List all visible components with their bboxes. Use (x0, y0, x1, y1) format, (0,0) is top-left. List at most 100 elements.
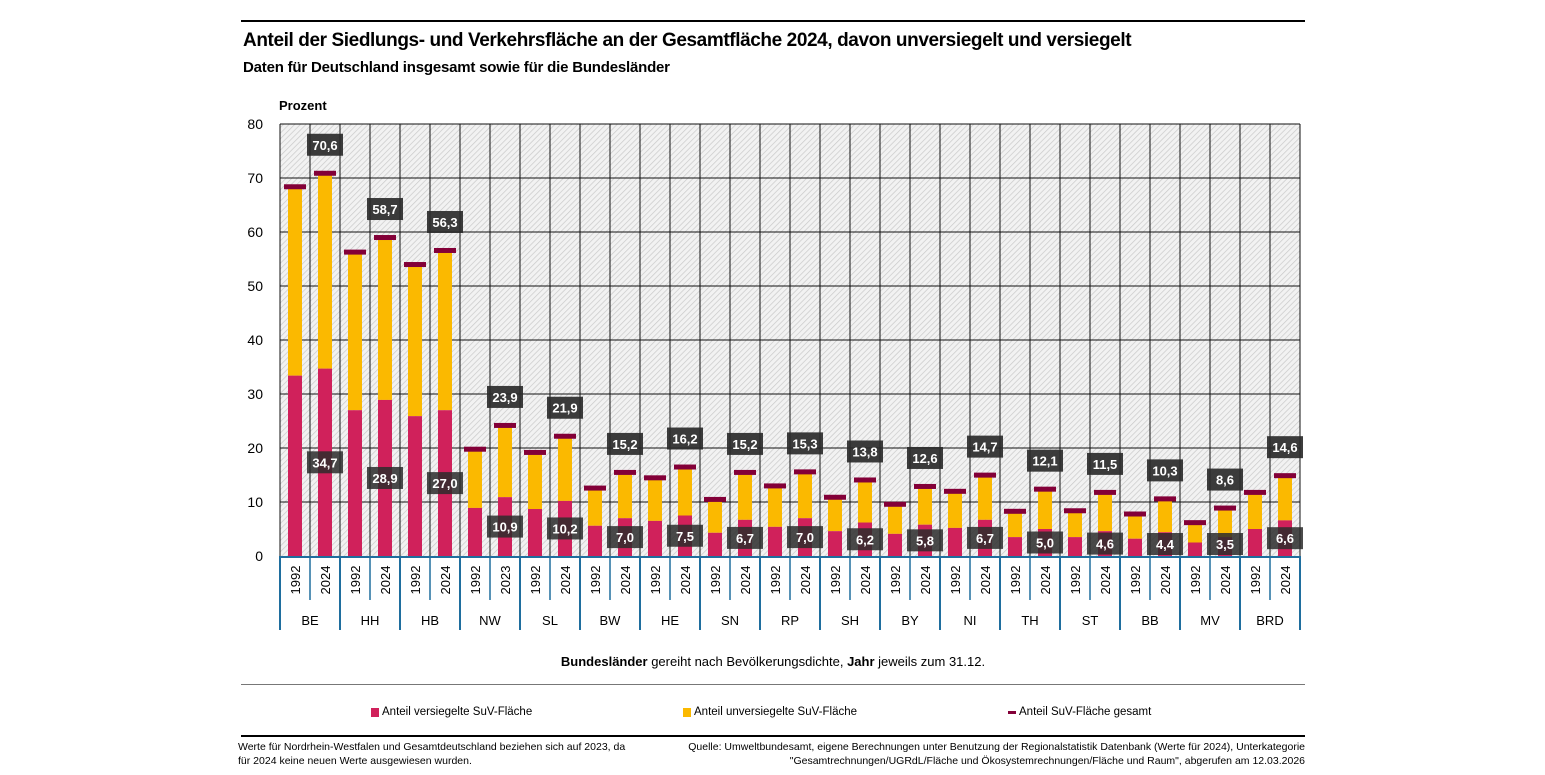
bar-sealed-ST-1992 (1068, 537, 1082, 556)
bar-unsealed-TH-1992 (1008, 512, 1022, 538)
data-label-total: 13,8 (852, 444, 877, 459)
marker-total-RP-2024 (794, 469, 816, 475)
data-label-total: 21,9 (552, 401, 577, 416)
bar-unsealed-BY-2024 (918, 487, 932, 525)
caption-text-1: gereiht nach Bevölkerungsdichte, (647, 654, 848, 669)
marker-total-HH-2024 (374, 235, 396, 241)
bar-unsealed-TH-2024 (1038, 490, 1052, 529)
data-label-sealed: 10,2 (552, 521, 577, 536)
data-label-sealed: 27,0 (432, 476, 457, 491)
x-tick-year-label: 1992 (1188, 566, 1203, 595)
legend-label-unsealed: Anteil unversiegelte SuV-Fläche (694, 706, 858, 718)
marker-total-SH-1992 (824, 494, 846, 500)
x-tick-year-label: 1992 (288, 566, 303, 595)
data-label-total: 15,2 (612, 437, 637, 452)
data-label-box-sealed (307, 451, 343, 474)
caption-bold-states: Bundesländer (560, 654, 648, 669)
x-tick-year-label: 1992 (648, 566, 663, 595)
x-tick-state-label: MV (1200, 613, 1220, 628)
data-label-sealed: 4,4 (1156, 537, 1175, 552)
data-label-sealed: 6,7 (976, 531, 994, 546)
marker-total-BE-2024 (314, 170, 336, 176)
bar-sealed-HB-1992 (408, 416, 422, 556)
data-label-box-sealed (487, 515, 523, 538)
bar-sealed-TH-1992 (1008, 537, 1022, 556)
y-tick-label: 0 (255, 548, 263, 564)
bar-sealed-SH-1992 (828, 531, 842, 556)
x-tick-year-label: 1992 (588, 566, 603, 595)
y-tick-label: 30 (247, 386, 263, 402)
x-tick-year-label: 1992 (708, 566, 723, 595)
y-axis-label: Prozent (279, 98, 327, 113)
x-tick-year-label: 2024 (1158, 566, 1173, 595)
bar-unsealed-NI-1992 (948, 492, 962, 528)
bar-sealed-HH-1992 (348, 410, 362, 556)
x-tick-year-label: 1992 (1128, 566, 1143, 595)
legend-item-total: Anteil SuV-Fläche gesamt (1008, 706, 1151, 718)
bar-unsealed-RP-1992 (768, 487, 782, 527)
bar-unsealed-MV-1992 (1188, 524, 1202, 543)
x-tick-year-label: 1992 (948, 566, 963, 595)
data-label-box-sealed (847, 528, 883, 551)
data-labels: 70,6 34,7 58,7 28,9 56,3 27,0 23,9 10,9 21,9 10,2… (307, 133, 1303, 555)
x-tick-state-label: RP (781, 613, 799, 628)
y-axis-ticks: 0 10 20 30 40 50 60 70 80 (247, 116, 263, 564)
x-tick-state-label: ST (1082, 613, 1099, 628)
x-tick-year-label: 1992 (348, 566, 363, 595)
bar-sealed-RP-1992 (768, 526, 782, 556)
data-label-box-total (727, 432, 763, 455)
bar-unsealed-HH-2024 (378, 239, 392, 400)
bar-sealed-BW-1992 (588, 525, 602, 556)
bar-unsealed-BB-2024 (1158, 500, 1172, 533)
x-tick-state-label: SL (542, 613, 558, 628)
marker-total-NI-1992 (944, 488, 966, 494)
bar-sealed-BY-1992 (888, 533, 902, 556)
x-tick-year-label: 2024 (438, 566, 453, 595)
legend-divider (241, 684, 1305, 685)
y-tick-label: 80 (247, 116, 263, 132)
data-label-sealed: 5,8 (916, 533, 934, 548)
data-label-sealed: 6,7 (736, 531, 754, 546)
bar-sealed-HE-1992 (648, 520, 662, 556)
legend-label-total: Anteil SuV-Fläche gesamt (1019, 706, 1152, 718)
source-line-2: "Gesamtrechnungen/UGRdL/Fläche und Ökosy… (789, 755, 1305, 767)
marker-total-SL-2024 (554, 433, 576, 439)
data-label-sealed: 6,6 (1276, 531, 1294, 546)
legend-swatch-sealed (371, 707, 379, 717)
data-label-total: 23,9 (492, 390, 517, 405)
marker-total-BY-2024 (914, 483, 936, 489)
x-tick-year-label: 2024 (1218, 566, 1233, 595)
marker-total-HE-1992 (644, 475, 666, 481)
data-label-box-total (907, 446, 943, 469)
data-label-box-sealed (367, 466, 403, 489)
data-label-total: 11,5 (1093, 457, 1118, 472)
bar-unsealed-BRD-2024 (1278, 477, 1292, 521)
marker-total-BW-2024 (614, 469, 636, 475)
data-label-total: 10,3 (1152, 463, 1177, 478)
x-tick-year-label: 2024 (798, 566, 813, 595)
x-tick-state-label: SH (841, 613, 859, 628)
x-tick-year-label: 1992 (1008, 566, 1023, 595)
legend-item-sealed: Anteil versiegelte SuV-Fläche (371, 706, 532, 718)
marker-total-SH-2024 (854, 477, 876, 483)
bar-unsealed-SL-2024 (558, 437, 572, 501)
legend-swatch-unsealed (683, 707, 691, 717)
data-label-box-total (547, 396, 583, 419)
bar-unsealed-HB-2024 (438, 251, 452, 411)
x-axis: 1992 2024 BE 1992 2024 HH 1992 2024 HB 1992 2023 NW… (279, 556, 1301, 630)
x-tick-year-label: 2024 (558, 566, 573, 595)
data-label-sealed: 34,7 (312, 455, 337, 470)
y-tick-label: 50 (247, 278, 263, 294)
bar-sealed-SL-1992 (528, 509, 542, 556)
y-tick-label: 10 (247, 494, 263, 510)
marker-total-ST-2024 (1094, 489, 1116, 495)
bar-unsealed-ST-1992 (1068, 512, 1082, 538)
x-tick-year-label: 2024 (378, 566, 393, 595)
bar-unsealed-BE-1992 (288, 188, 302, 376)
data-label-box-total (1147, 459, 1183, 482)
data-label-sealed: 7,0 (616, 530, 634, 545)
data-label-box-sealed (1267, 527, 1303, 550)
marker-total-BW-1992 (584, 485, 606, 491)
x-tick-state-label: NW (479, 613, 501, 628)
data-label-box-total (967, 435, 1003, 458)
